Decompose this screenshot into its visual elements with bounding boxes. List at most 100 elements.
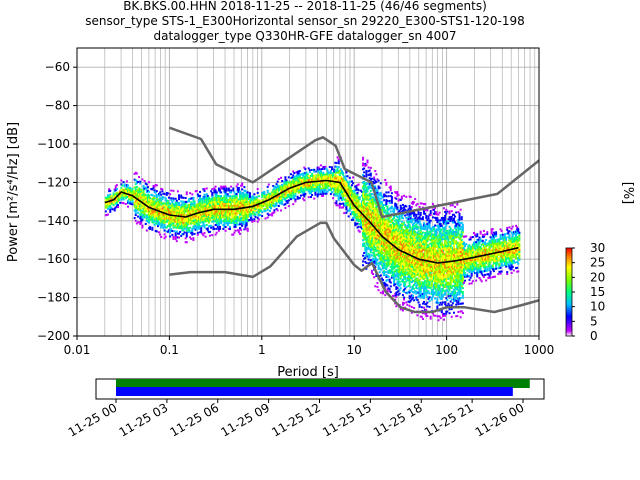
heatmap-cell [356, 193, 359, 196]
heatmap-cell [365, 237, 368, 240]
heatmap-cell [364, 182, 367, 185]
heatmap-cell [354, 203, 357, 206]
heatmap-cell [349, 190, 352, 193]
heatmap-cell [142, 213, 145, 216]
heatmap-cell [387, 229, 390, 232]
heatmap-cell [419, 290, 422, 293]
heatmap-cell [186, 217, 189, 220]
heatmap-cell [372, 273, 375, 276]
heatmap-cell [302, 191, 305, 194]
heatmap-cell [347, 209, 350, 212]
heatmap-cell [387, 258, 390, 261]
heatmap-cell [391, 210, 394, 213]
heatmap-cell [388, 280, 391, 283]
heatmap-cell [337, 187, 340, 190]
heatmap-cell [142, 196, 145, 199]
heatmap-cell [182, 204, 185, 207]
heatmap-cell [113, 207, 116, 210]
heatmap-cell [214, 189, 217, 192]
heatmap-cell [163, 221, 166, 224]
heatmap-cell [238, 192, 241, 195]
heatmap-cell [336, 167, 339, 170]
heatmap-cell [115, 184, 118, 187]
heatmap-cell [337, 179, 340, 182]
heatmap-cell [328, 183, 331, 186]
heatmap-cell [180, 234, 183, 237]
heatmap-cell [408, 278, 411, 281]
heatmap-cell [340, 193, 343, 196]
heatmap-cell [408, 251, 411, 254]
heatmap-cell [240, 217, 243, 220]
heatmap-cell [131, 197, 134, 200]
heatmap-cell [418, 284, 421, 287]
heatmap-cell [405, 241, 408, 244]
heatmap-cell [313, 189, 316, 192]
heatmap-cell [363, 188, 366, 191]
heatmap-cell [183, 214, 186, 217]
heatmap-cell [384, 250, 387, 253]
heatmap-cell [302, 184, 305, 187]
heatmap-cell [362, 264, 365, 267]
heatmap-cell [393, 272, 396, 275]
heatmap-cell [406, 261, 409, 264]
heatmap-cell [200, 229, 203, 232]
heatmap-cell [370, 242, 373, 245]
heatmap-cell [213, 227, 216, 230]
heatmap-cell [248, 199, 251, 202]
heatmap-cell [180, 225, 183, 228]
heatmap-cell [411, 245, 414, 248]
heatmap-cell [363, 184, 366, 187]
heatmap-cell [360, 206, 363, 209]
heatmap-cell [191, 193, 194, 196]
heatmap-cell [397, 272, 400, 275]
heatmap-cell [391, 267, 394, 270]
heatmap-cell [379, 237, 382, 240]
heatmap-cell [261, 215, 264, 218]
heatmap-cell [368, 234, 371, 237]
heatmap-cell [241, 196, 244, 199]
heatmap-cell [419, 244, 422, 247]
heatmap-cell [212, 218, 215, 221]
heatmap-cell [387, 260, 390, 263]
heatmap-cell [416, 281, 419, 284]
heatmap-cell [388, 246, 391, 249]
heatmap-cell [226, 199, 229, 202]
heatmap-cell [123, 189, 126, 192]
heatmap-cell [404, 249, 407, 252]
heatmap-cell [264, 207, 267, 210]
heatmap-cell [246, 229, 249, 232]
heatmap-cell [403, 231, 406, 234]
heatmap-cell [220, 185, 223, 188]
heatmap-cell [334, 169, 337, 172]
heatmap-cell [365, 198, 368, 201]
heatmap-cell [356, 201, 359, 204]
heatmap-cell [216, 195, 219, 198]
heatmap-cell [281, 193, 284, 196]
heatmap-cell [234, 204, 237, 207]
heatmap-cell [205, 198, 208, 201]
heatmap-cell [375, 236, 378, 239]
heatmap-cell [409, 299, 412, 302]
heatmap-cell [172, 235, 175, 238]
heatmap-cell [301, 184, 304, 187]
heatmap-cell [397, 241, 400, 244]
heatmap-cell [186, 210, 189, 213]
heatmap-cell [390, 263, 393, 266]
heatmap-cell [337, 198, 340, 201]
heatmap-cell [113, 199, 116, 202]
heatmap-cell [136, 202, 139, 205]
heatmap-cell [169, 231, 172, 234]
heatmap-cell [365, 252, 368, 255]
heatmap-cell [369, 241, 372, 244]
heatmap-cell [405, 253, 408, 256]
heatmap-cell [286, 184, 289, 187]
heatmap-cell [374, 229, 377, 232]
heatmap-cell [149, 210, 152, 213]
heatmap-cell [221, 187, 224, 190]
heatmap-cell [383, 258, 386, 261]
heatmap-cell [134, 189, 137, 192]
heatmap-cell [355, 200, 358, 203]
heatmap-cell [354, 185, 357, 188]
heatmap-cell [366, 220, 369, 223]
heatmap-cell [204, 218, 207, 221]
